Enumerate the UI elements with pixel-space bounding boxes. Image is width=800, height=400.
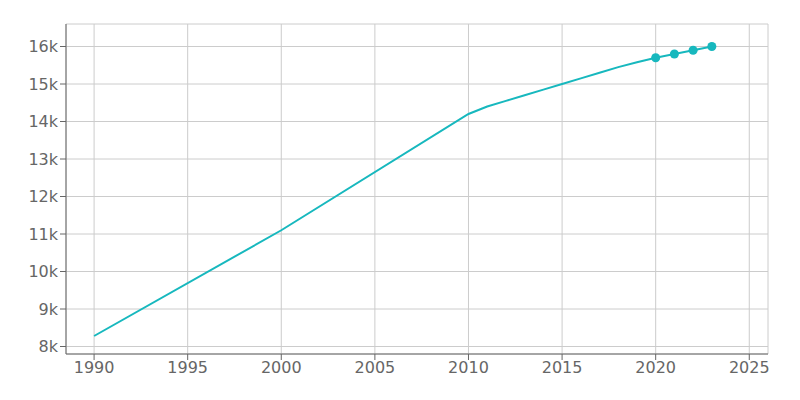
svg-text:8k: 8k [39,337,59,356]
svg-text:15k: 15k [28,75,58,94]
svg-text:2005: 2005 [355,358,396,377]
svg-text:11k: 11k [28,225,58,244]
svg-text:2010: 2010 [448,358,489,377]
svg-text:1995: 1995 [167,358,208,377]
svg-text:10k: 10k [28,262,58,281]
svg-text:2020: 2020 [635,358,676,377]
svg-text:2025: 2025 [729,358,770,377]
svg-text:9k: 9k [39,300,59,319]
svg-text:2000: 2000 [261,358,302,377]
svg-text:1990: 1990 [74,358,115,377]
svg-text:12k: 12k [28,187,58,206]
svg-text:16k: 16k [28,37,58,56]
svg-text:13k: 13k [28,150,58,169]
svg-text:2015: 2015 [542,358,583,377]
svg-text:14k: 14k [28,112,58,131]
